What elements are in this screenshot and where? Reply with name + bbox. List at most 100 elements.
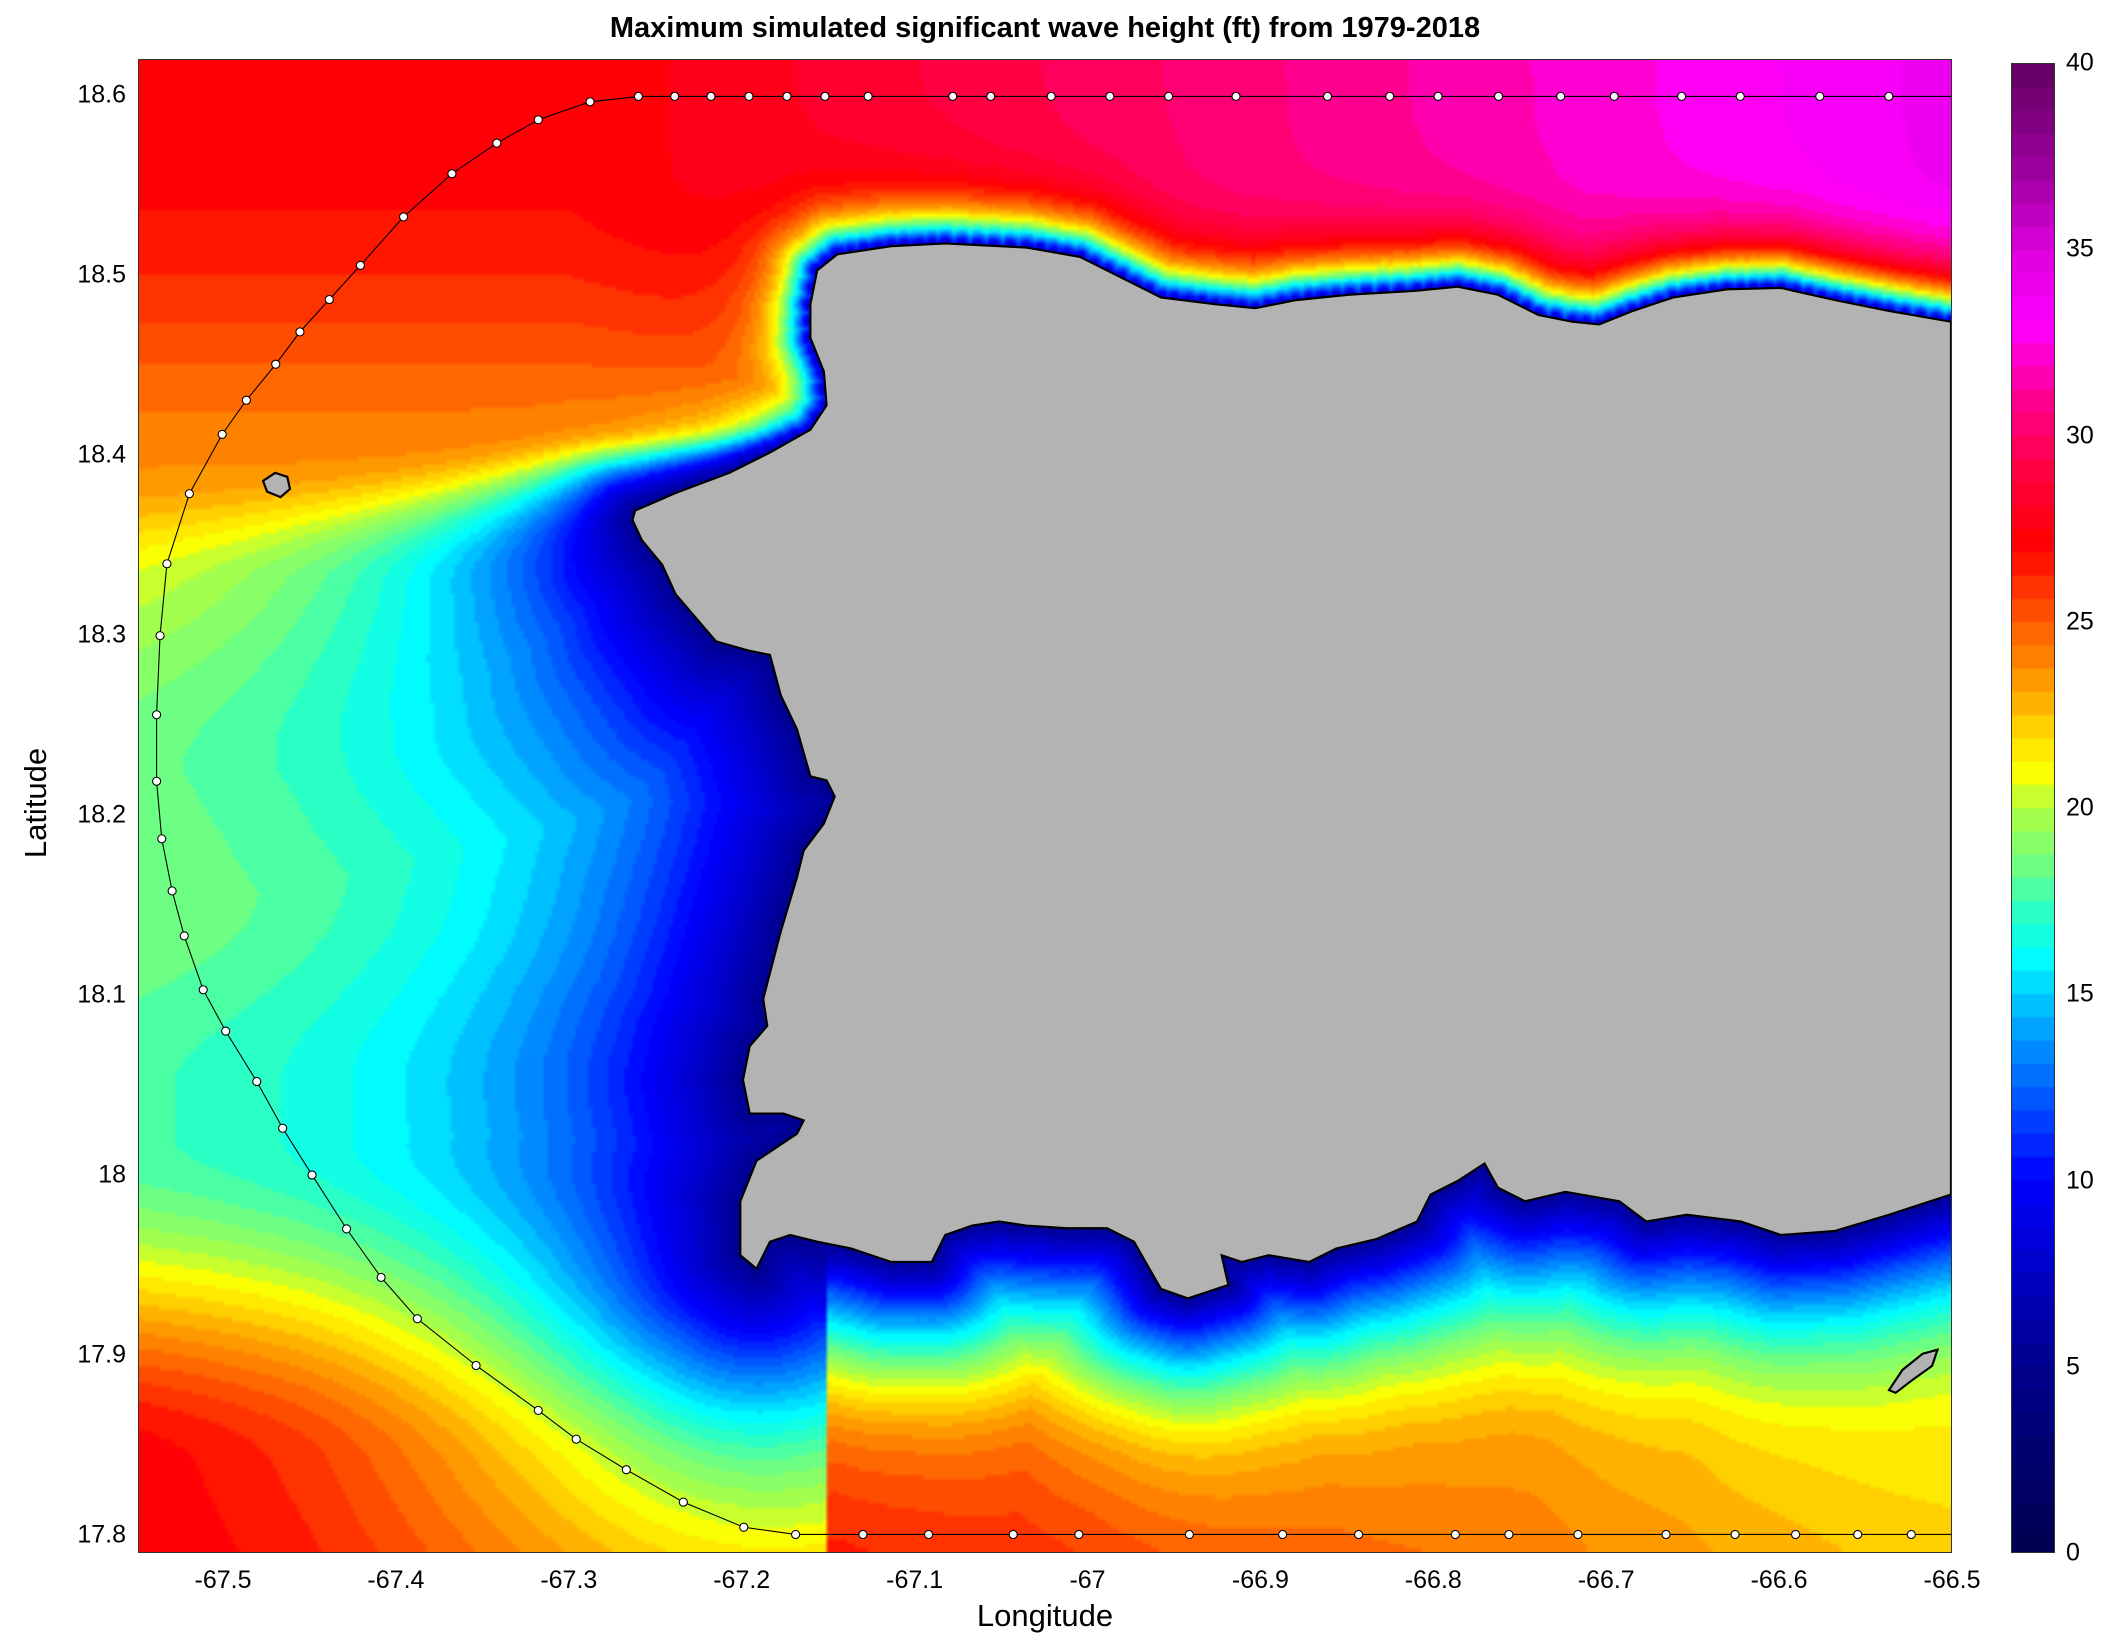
boundary-node	[571, 1434, 581, 1444]
y-tick-label: 18.5	[77, 260, 126, 289]
boundary-node	[1906, 1529, 1916, 1540]
boundary-node	[167, 886, 177, 896]
boundary-node	[1815, 91, 1825, 102]
colorbar	[2011, 63, 2055, 1553]
colorbar-tick-label: 0	[2066, 1538, 2080, 1567]
boundary-node	[355, 260, 365, 270]
y-tick-label: 17.9	[77, 1340, 126, 1369]
boundary-node	[447, 169, 457, 179]
x-tick-label: -66.9	[1231, 1566, 1289, 1594]
boundary-node	[1790, 1529, 1801, 1540]
boundary-node	[151, 776, 162, 786]
boundary-node	[585, 97, 595, 107]
boundary-node	[1884, 91, 1894, 102]
boundary-node	[398, 212, 409, 222]
x-tick-label: -66.5	[1923, 1566, 1981, 1594]
boundary-node	[157, 834, 167, 844]
boundary-node	[295, 327, 305, 337]
boundary-node	[1074, 1529, 1084, 1540]
colorbar-tick-label: 40	[2066, 48, 2094, 77]
boundary-node	[923, 1529, 934, 1540]
colorbar-tick-label: 35	[2066, 234, 2094, 263]
boundary-node	[820, 91, 830, 102]
boundary-node	[471, 1360, 481, 1371]
model-boundary-line	[156, 95, 1951, 1536]
x-axis-label: Longitude	[976, 1598, 1114, 1633]
y-tick-label: 18.6	[77, 80, 126, 109]
boundary-node	[155, 631, 165, 641]
x-tick-label: -67.5	[194, 1566, 252, 1594]
boundary-node	[184, 489, 194, 499]
y-tick-label: 17.8	[77, 1520, 126, 1549]
y-tick-label: 18.2	[77, 800, 126, 829]
boundary-node	[1735, 91, 1745, 102]
boundary-node	[1450, 1529, 1460, 1540]
boundary-node	[739, 1522, 749, 1532]
boundary-node	[492, 138, 502, 148]
boundary-node	[1322, 91, 1333, 102]
boundary-node	[1231, 91, 1241, 102]
boundary-node	[670, 91, 680, 102]
boundary-node	[1046, 91, 1056, 102]
colorbar-tick-label: 25	[2066, 607, 2094, 636]
boundary-node	[1008, 1529, 1018, 1540]
boundary-node	[1676, 91, 1687, 102]
x-tick-label: -66.8	[1404, 1566, 1462, 1594]
boundary-node	[241, 395, 251, 405]
y-axis-label: Latitude	[18, 747, 53, 859]
boundary-node	[151, 710, 162, 720]
boundary-node	[1433, 91, 1443, 102]
boundary-node	[948, 91, 958, 102]
boundary-node	[412, 1314, 422, 1324]
y-tick-label: 18.1	[77, 980, 126, 1009]
boundary-node	[271, 359, 281, 369]
boundary-node	[533, 115, 543, 125]
x-tick-label: -67.2	[713, 1566, 771, 1594]
boundary-node	[307, 1170, 317, 1180]
boundary-node	[198, 985, 208, 995]
boundary-node	[1493, 91, 1504, 102]
boundary-node	[782, 91, 792, 102]
boundary-nodes	[151, 91, 1916, 1540]
boundary-node	[1164, 91, 1174, 102]
colorbar-tick-label: 10	[2066, 1166, 2094, 1194]
boundary-node	[1354, 1529, 1364, 1540]
boundary-node	[221, 1026, 231, 1036]
y-tick-label: 18.3	[77, 620, 126, 649]
boundary-node	[791, 1529, 801, 1540]
boundary-node	[252, 1076, 262, 1087]
boundary-node	[1661, 1529, 1671, 1540]
chart-title: Maximum simulated significant wave heigh…	[609, 12, 1481, 44]
boundary-node	[376, 1272, 386, 1282]
boundary-node	[324, 294, 334, 305]
land-puerto-rico	[631, 242, 1951, 1300]
y-tick-label: 18	[98, 1160, 126, 1189]
boundary-node	[1730, 1529, 1740, 1540]
map-plot-area	[138, 59, 1952, 1553]
boundary-node	[621, 1465, 631, 1475]
x-tick-label: -67.1	[886, 1566, 944, 1594]
boundary-node	[1184, 1529, 1194, 1540]
x-tick-label: -67.3	[540, 1566, 598, 1594]
colorbar-tick-label: 5	[2066, 1352, 2080, 1381]
x-tick-label: -66.6	[1750, 1566, 1808, 1594]
boundary-node	[1278, 1529, 1288, 1540]
boundary-node	[1853, 1529, 1863, 1540]
boundary-node	[633, 91, 644, 102]
x-tick-label: -66.7	[1577, 1566, 1635, 1594]
boundary-node	[1556, 91, 1566, 102]
colorbar-tick-label: 20	[2066, 793, 2094, 822]
boundary-node	[341, 1224, 352, 1234]
y-tick-label: 18.4	[77, 440, 126, 469]
boundary-node	[162, 559, 172, 569]
x-tick-label: -67.4	[367, 1566, 425, 1594]
boundary-node	[986, 91, 996, 102]
boundary-node	[1385, 91, 1395, 102]
colorbar-tick-label: 30	[2066, 421, 2094, 449]
boundary-node	[1573, 1529, 1583, 1540]
boundary-node	[706, 91, 716, 102]
boundary-node	[278, 1123, 288, 1133]
island-caja-de-muertos	[1887, 1348, 1940, 1395]
island-desecheo	[261, 471, 292, 499]
boundary-node	[1609, 91, 1619, 102]
